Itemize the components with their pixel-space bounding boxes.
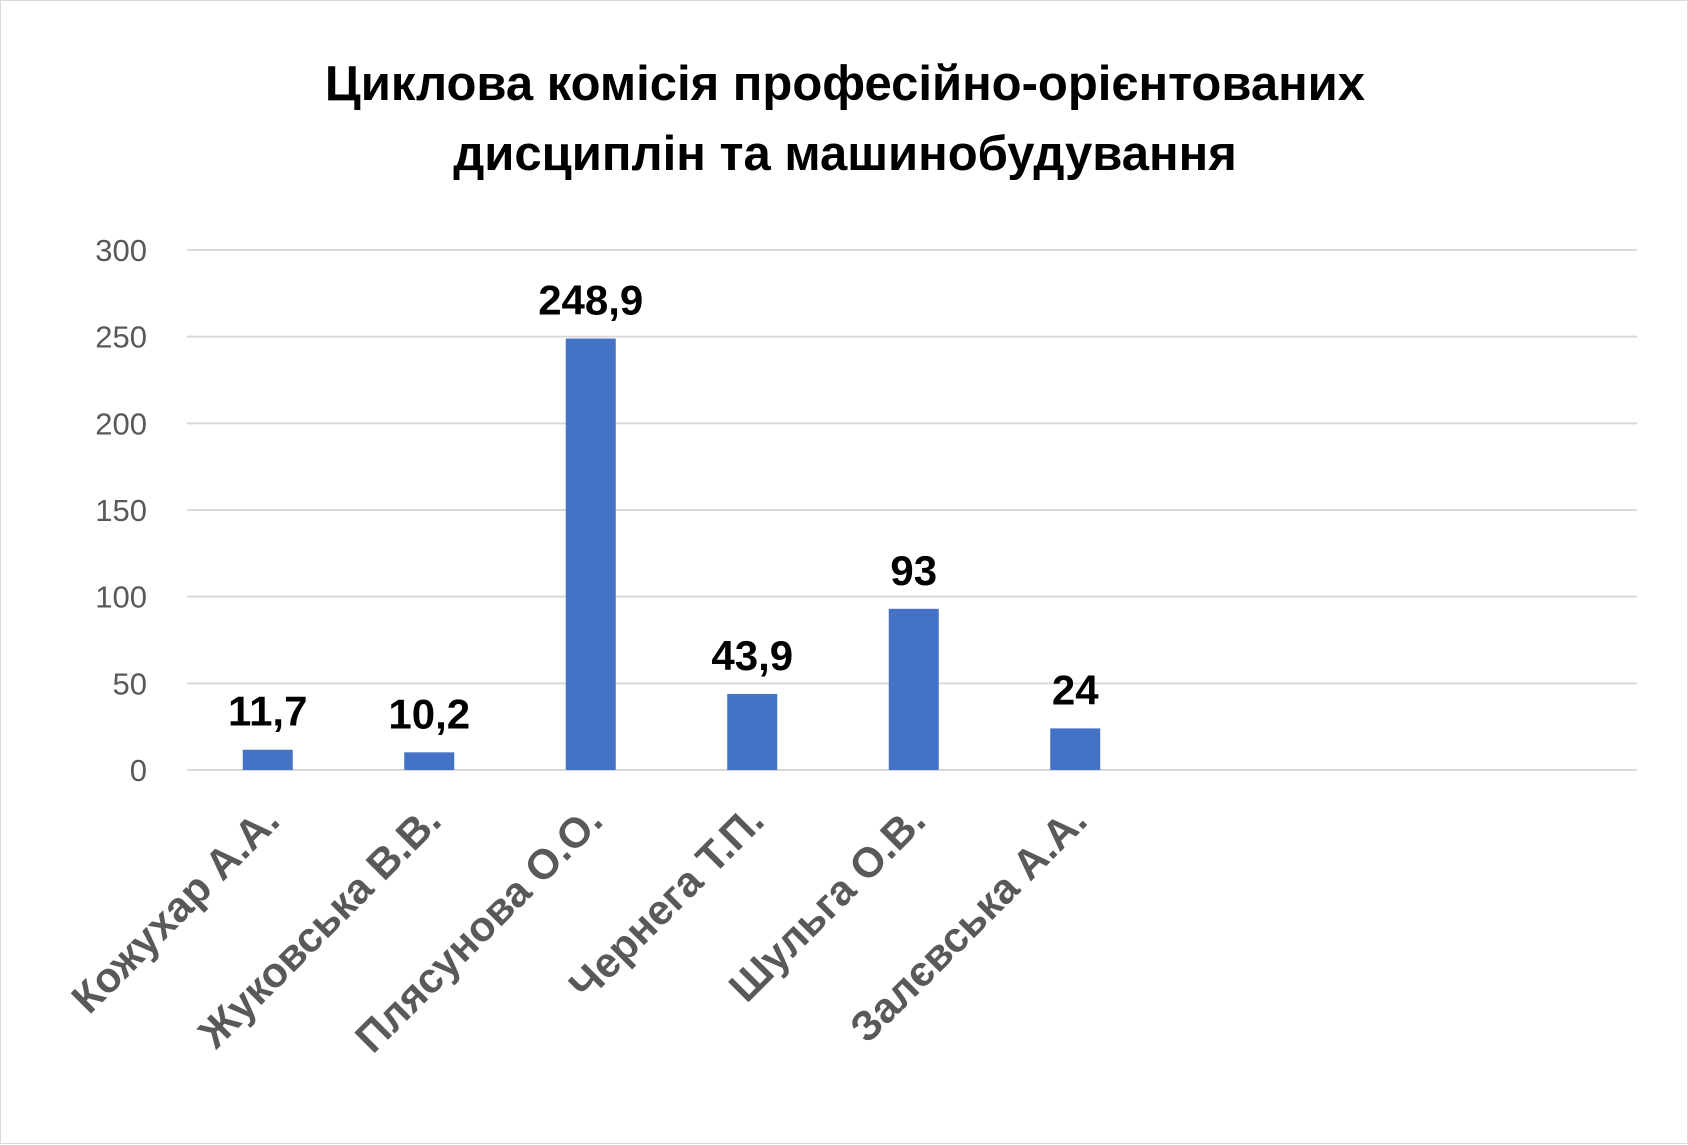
data-label: 10,2	[388, 690, 470, 737]
data-label: 248,9	[538, 277, 643, 324]
y-tick-label: 250	[95, 320, 147, 355]
bar	[727, 693, 778, 770]
bar	[404, 752, 455, 770]
y-tick-label: 200	[95, 406, 147, 441]
y-tick-label: 100	[95, 580, 147, 615]
chart-title-line-1: Циклова комісія професійно-орієнтованих	[324, 57, 1366, 111]
y-tick-label: 300	[95, 233, 147, 268]
bars	[242, 338, 1101, 770]
y-tick-label: 0	[130, 753, 147, 788]
chart-title: Циклова комісія професійно-орієнтованих …	[1, 49, 1688, 189]
data-labels: 11,7 10,2 248,9 43,9 93 24	[228, 277, 1099, 738]
y-tick-label: 150	[95, 493, 147, 528]
y-tick-label: 50	[113, 666, 147, 701]
bar	[565, 338, 616, 770]
data-label: 24	[1052, 666, 1099, 713]
bar	[242, 749, 293, 770]
chart-title-line-2: дисциплін та машинобудування	[453, 127, 1237, 181]
data-label: 93	[890, 547, 937, 594]
bar	[888, 608, 939, 770]
data-label: 11,7	[228, 688, 307, 735]
y-axis-ticks: 0 50 100 150 200 250 300	[95, 233, 147, 788]
data-label: 43,9	[711, 632, 793, 679]
x-axis-categories: Кожухар А.А.Жуковська В.В.Плясунова О.О.…	[62, 796, 1095, 1061]
bar	[1050, 728, 1101, 770]
